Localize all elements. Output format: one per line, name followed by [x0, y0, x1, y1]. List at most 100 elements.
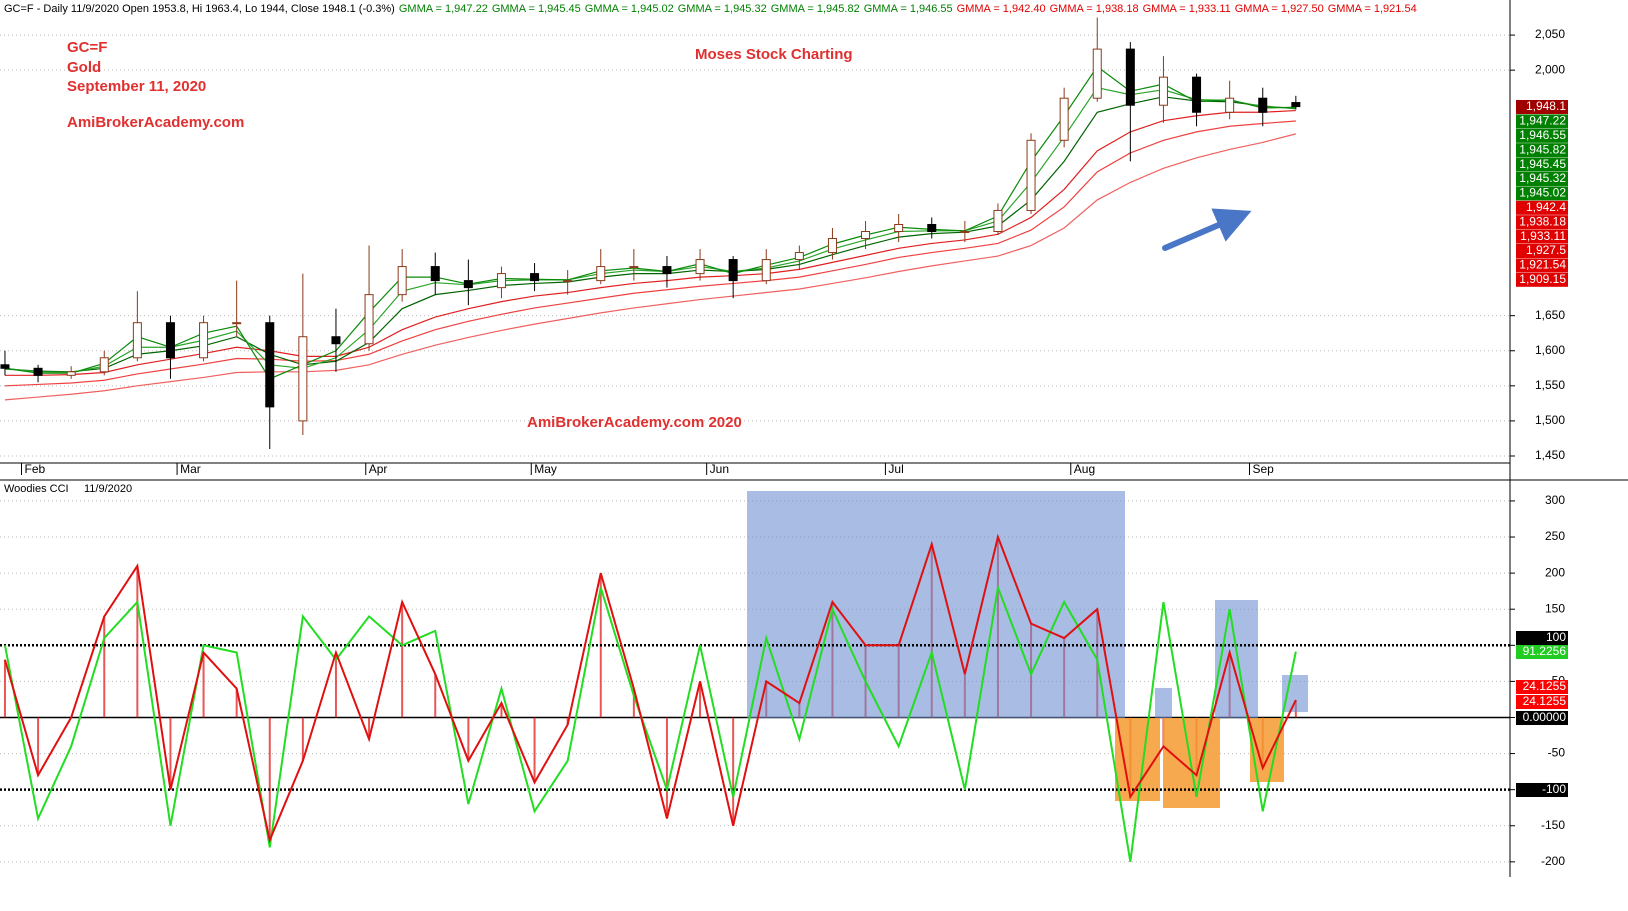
price-label: 1,945.32	[1519, 171, 1566, 185]
header-gmma: GMMA = 1,945.32	[678, 3, 767, 15]
price-label-box	[1516, 215, 1568, 230]
y-tick-label: 300	[1545, 493, 1565, 507]
value-label-box	[1516, 783, 1568, 797]
indicator-date: 11/9/2020	[84, 483, 132, 495]
price-label: 1,946.55	[1519, 128, 1566, 142]
header-gmma: GMMA = 1,946.55	[864, 3, 953, 15]
x-tick-label: Sep	[1253, 462, 1275, 476]
price-label: 1,948.1	[1526, 99, 1566, 113]
candle-body	[132, 322, 142, 359]
gmma-line	[4, 87, 1296, 374]
candle-body	[1125, 48, 1135, 106]
indicator-title: Woodies CCI	[4, 483, 69, 495]
price-label-box	[1516, 186, 1568, 201]
price-label-box	[1516, 157, 1568, 172]
candle-body	[496, 273, 506, 289]
y-tick-label: 250	[1545, 529, 1565, 543]
price-label-box	[1516, 272, 1568, 287]
candle-body	[430, 266, 440, 282]
header-gmma: GMMA = 1,945.82	[771, 3, 860, 15]
candle-body	[364, 294, 374, 345]
candle-body	[33, 367, 43, 376]
value-label-box	[1516, 645, 1568, 659]
candle-body	[232, 322, 242, 325]
candle-body	[331, 336, 341, 345]
y-tick-label: -50	[1548, 746, 1566, 760]
annotation: GC=F	[67, 39, 107, 56]
candle-body	[993, 209, 1003, 232]
gmma-line	[4, 109, 1296, 376]
price-label-box	[1516, 172, 1568, 186]
y-tick-label: 1,550	[1535, 378, 1565, 392]
candle-body	[199, 322, 209, 359]
header-gmma: GMMA = 1,947.22	[399, 3, 488, 15]
header-gmma: GMMA = 1,927.50	[1235, 3, 1324, 15]
y-tick-label: 150	[1545, 601, 1565, 615]
y-tick-label: 200	[1545, 565, 1565, 579]
x-tick-label: Feb	[25, 462, 46, 476]
value-label: 91.2256	[1523, 644, 1567, 658]
price-label: 1,927.5	[1526, 243, 1566, 257]
value-label-box	[1516, 711, 1568, 725]
header-text: GC=F - Daily 11/9/2020 Open 1953.8, Hi 1…	[4, 3, 395, 15]
y-tick-label: -200	[1541, 854, 1565, 868]
candle-body	[794, 252, 804, 261]
annotation: AmiBrokerAcademy.com	[67, 114, 244, 131]
y-tick-label: 1,500	[1535, 413, 1565, 427]
gmma-line	[4, 120, 1296, 387]
value-label-box	[1516, 695, 1568, 709]
header: GC=F - Daily 11/9/2020 Open 1953.8, Hi 1…	[4, 3, 1417, 15]
gmma-line	[4, 65, 1296, 380]
price-label: 1,945.02	[1519, 186, 1566, 200]
value-label: 0.00000	[1523, 710, 1567, 724]
x-tick-label: Apr	[369, 462, 388, 476]
value-label-box	[1516, 631, 1568, 645]
candle-body	[960, 231, 970, 233]
price-label-box	[1516, 258, 1568, 273]
candle-body	[165, 322, 175, 359]
value-label: -100	[1542, 782, 1566, 796]
blue-box	[747, 491, 1125, 718]
candle-body	[761, 259, 771, 282]
cci-line	[3, 583, 1297, 863]
annotation: Gold	[67, 59, 101, 76]
x-tick-label: Mar	[180, 462, 201, 476]
candle-body	[1059, 97, 1069, 141]
cci-line	[4, 533, 1297, 844]
price-label: 1,945.82	[1519, 142, 1566, 156]
candle-body	[827, 238, 837, 254]
candle-body	[1192, 76, 1202, 113]
price-label: 1,933.11	[1520, 229, 1566, 243]
candle-body	[728, 259, 738, 282]
candle-body	[1092, 48, 1102, 99]
orange-box	[1250, 718, 1284, 782]
price-label-box	[1516, 143, 1568, 158]
panel	[0, 17, 1510, 457]
annotation: Moses Stock Charting	[695, 46, 853, 63]
candle-body	[265, 322, 275, 408]
x-tick-label: May	[534, 462, 557, 476]
candle-body	[861, 231, 871, 240]
candle-body	[99, 357, 109, 373]
gmma-line	[4, 96, 1296, 373]
candle-body	[927, 223, 937, 232]
candle-body	[1258, 97, 1268, 113]
candle-body	[1291, 102, 1301, 108]
y-tick-label: 1,450	[1535, 448, 1565, 462]
x-tick-label: Jul	[888, 462, 903, 476]
price-label: 1,921.54	[1519, 258, 1566, 272]
header-gmma: GMMA = 1,933.11	[1143, 3, 1231, 15]
gmma-line	[4, 133, 1296, 401]
candle-body	[0, 364, 10, 369]
price-label-box	[1516, 100, 1568, 114]
x-tick-label: Jun	[710, 462, 729, 476]
price-label-box	[1516, 114, 1568, 129]
header-gmma: GMMA = 1,938.18	[1050, 3, 1139, 15]
price-label: 1,938.18	[1519, 214, 1566, 228]
candle-body	[596, 266, 606, 282]
y-tick-label: 2,050	[1535, 27, 1565, 41]
header-gmma: GMMA = 1,945.02	[585, 3, 674, 15]
candle-body	[894, 223, 904, 232]
y-tick-label: -150	[1541, 818, 1565, 832]
blue-box	[1155, 688, 1172, 718]
